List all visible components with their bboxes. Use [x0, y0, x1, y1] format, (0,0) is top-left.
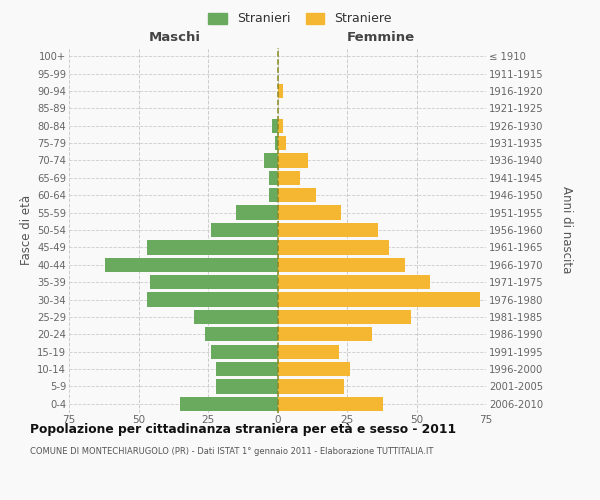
Bar: [277, 240, 389, 254]
Bar: [277, 118, 283, 133]
Text: Maschi: Maschi: [149, 31, 200, 44]
Bar: [205, 327, 277, 342]
Bar: [269, 188, 277, 202]
Bar: [105, 258, 277, 272]
Bar: [263, 154, 277, 168]
Bar: [236, 206, 277, 220]
Y-axis label: Anni di nascita: Anni di nascita: [560, 186, 573, 274]
Bar: [211, 223, 277, 237]
Bar: [277, 84, 283, 98]
Bar: [277, 223, 377, 237]
Bar: [277, 206, 341, 220]
Bar: [147, 240, 277, 254]
Bar: [217, 362, 277, 376]
Bar: [277, 136, 286, 150]
Bar: [277, 396, 383, 411]
Bar: [217, 380, 277, 394]
Bar: [277, 275, 430, 289]
Legend: Stranieri, Straniere: Stranieri, Straniere: [205, 8, 395, 29]
Bar: [277, 310, 411, 324]
Bar: [277, 380, 344, 394]
Bar: [272, 118, 277, 133]
Text: Popolazione per cittadinanza straniera per età e sesso - 2011: Popolazione per cittadinanza straniera p…: [30, 422, 456, 436]
Bar: [147, 292, 277, 306]
Bar: [269, 170, 277, 185]
Bar: [277, 258, 406, 272]
Bar: [275, 136, 277, 150]
Text: Femmine: Femmine: [346, 31, 415, 44]
Bar: [194, 310, 277, 324]
Text: COMUNE DI MONTECHIARUGOLO (PR) - Dati ISTAT 1° gennaio 2011 - Elaborazione TUTTI: COMUNE DI MONTECHIARUGOLO (PR) - Dati IS…: [30, 448, 433, 456]
Bar: [277, 154, 308, 168]
Bar: [277, 362, 350, 376]
Bar: [277, 327, 372, 342]
Bar: [211, 344, 277, 359]
Bar: [149, 275, 277, 289]
Bar: [277, 292, 481, 306]
Y-axis label: Fasce di età: Fasce di età: [20, 195, 33, 265]
Bar: [277, 188, 316, 202]
Bar: [277, 170, 300, 185]
Bar: [277, 344, 338, 359]
Bar: [180, 396, 277, 411]
